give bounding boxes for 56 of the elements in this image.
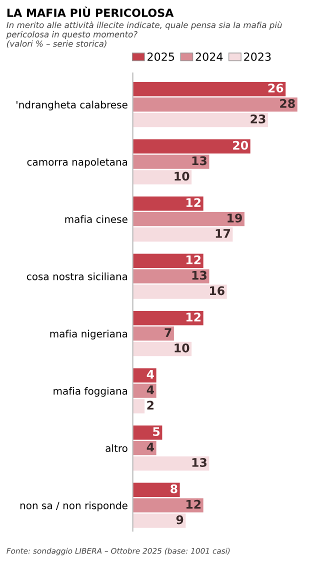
bar xyxy=(132,139,250,154)
legend-label: 2023 xyxy=(244,52,271,61)
legend-label: 2025 xyxy=(148,52,174,61)
bar xyxy=(132,399,145,414)
y-tick-label: mafia foggiana xyxy=(54,387,128,397)
chart-subtitle: In merito alle attività illecite indicate, quale pensa sia la mafia più pericolosa in questo momento? (valori % – serie storica) xyxy=(6,21,282,48)
y-tick-label: mafia cinese xyxy=(65,215,128,223)
data-label: 23 xyxy=(250,114,266,124)
data-label: 4 xyxy=(146,442,154,452)
bar xyxy=(132,97,298,112)
legend-label: 2024 xyxy=(196,52,223,61)
y-tick-label: non sa / non risponde xyxy=(20,502,128,512)
data-label: 4 xyxy=(146,385,154,394)
bar xyxy=(132,254,204,268)
data-label: 17 xyxy=(216,229,230,238)
y-tick-label: altro xyxy=(106,444,128,452)
data-label: 7 xyxy=(164,328,172,337)
data-label: 5 xyxy=(153,427,160,436)
bar xyxy=(132,514,186,528)
data-label: 16 xyxy=(210,286,224,296)
bar xyxy=(132,196,204,211)
data-label: 10 xyxy=(174,172,190,181)
data-label: 12 xyxy=(186,500,201,509)
data-label: 9 xyxy=(176,515,184,524)
data-label: 19 xyxy=(228,214,242,222)
y-tick-label: mafia nigeriana xyxy=(50,330,128,340)
bar xyxy=(132,326,174,341)
data-label: 26 xyxy=(268,84,284,93)
bar xyxy=(132,82,286,96)
data-label: 12 xyxy=(186,255,201,264)
bar xyxy=(132,227,233,242)
bar xyxy=(132,170,192,184)
data-label: 4 xyxy=(146,370,154,379)
y-tick-label: cosa nostra siciliana xyxy=(26,272,128,280)
data-label: 13 xyxy=(192,270,207,280)
bar xyxy=(132,498,204,512)
data-label: 13 xyxy=(192,458,207,467)
y-tick-label: camorra napoletana xyxy=(27,158,128,168)
data-label: 13 xyxy=(192,156,207,166)
data-label: 2 xyxy=(147,400,154,410)
bar xyxy=(132,212,244,226)
y-tick-label: 'ndrangheta calabrese xyxy=(16,100,128,110)
data-label: 12 xyxy=(186,312,201,322)
bar xyxy=(132,310,204,326)
chart-title: LA MAFIA PIÙ PERICOLOSA xyxy=(7,6,174,18)
bar xyxy=(132,456,210,471)
data-label: 28 xyxy=(280,99,295,108)
bar xyxy=(132,269,210,284)
data-label: 8 xyxy=(170,484,178,494)
bar xyxy=(132,284,227,299)
data-label: 10 xyxy=(174,344,190,352)
bar xyxy=(132,154,210,169)
bar xyxy=(132,112,268,128)
data-label: 20 xyxy=(233,140,248,150)
bar xyxy=(132,482,180,497)
data-label: 12 xyxy=(186,198,201,207)
